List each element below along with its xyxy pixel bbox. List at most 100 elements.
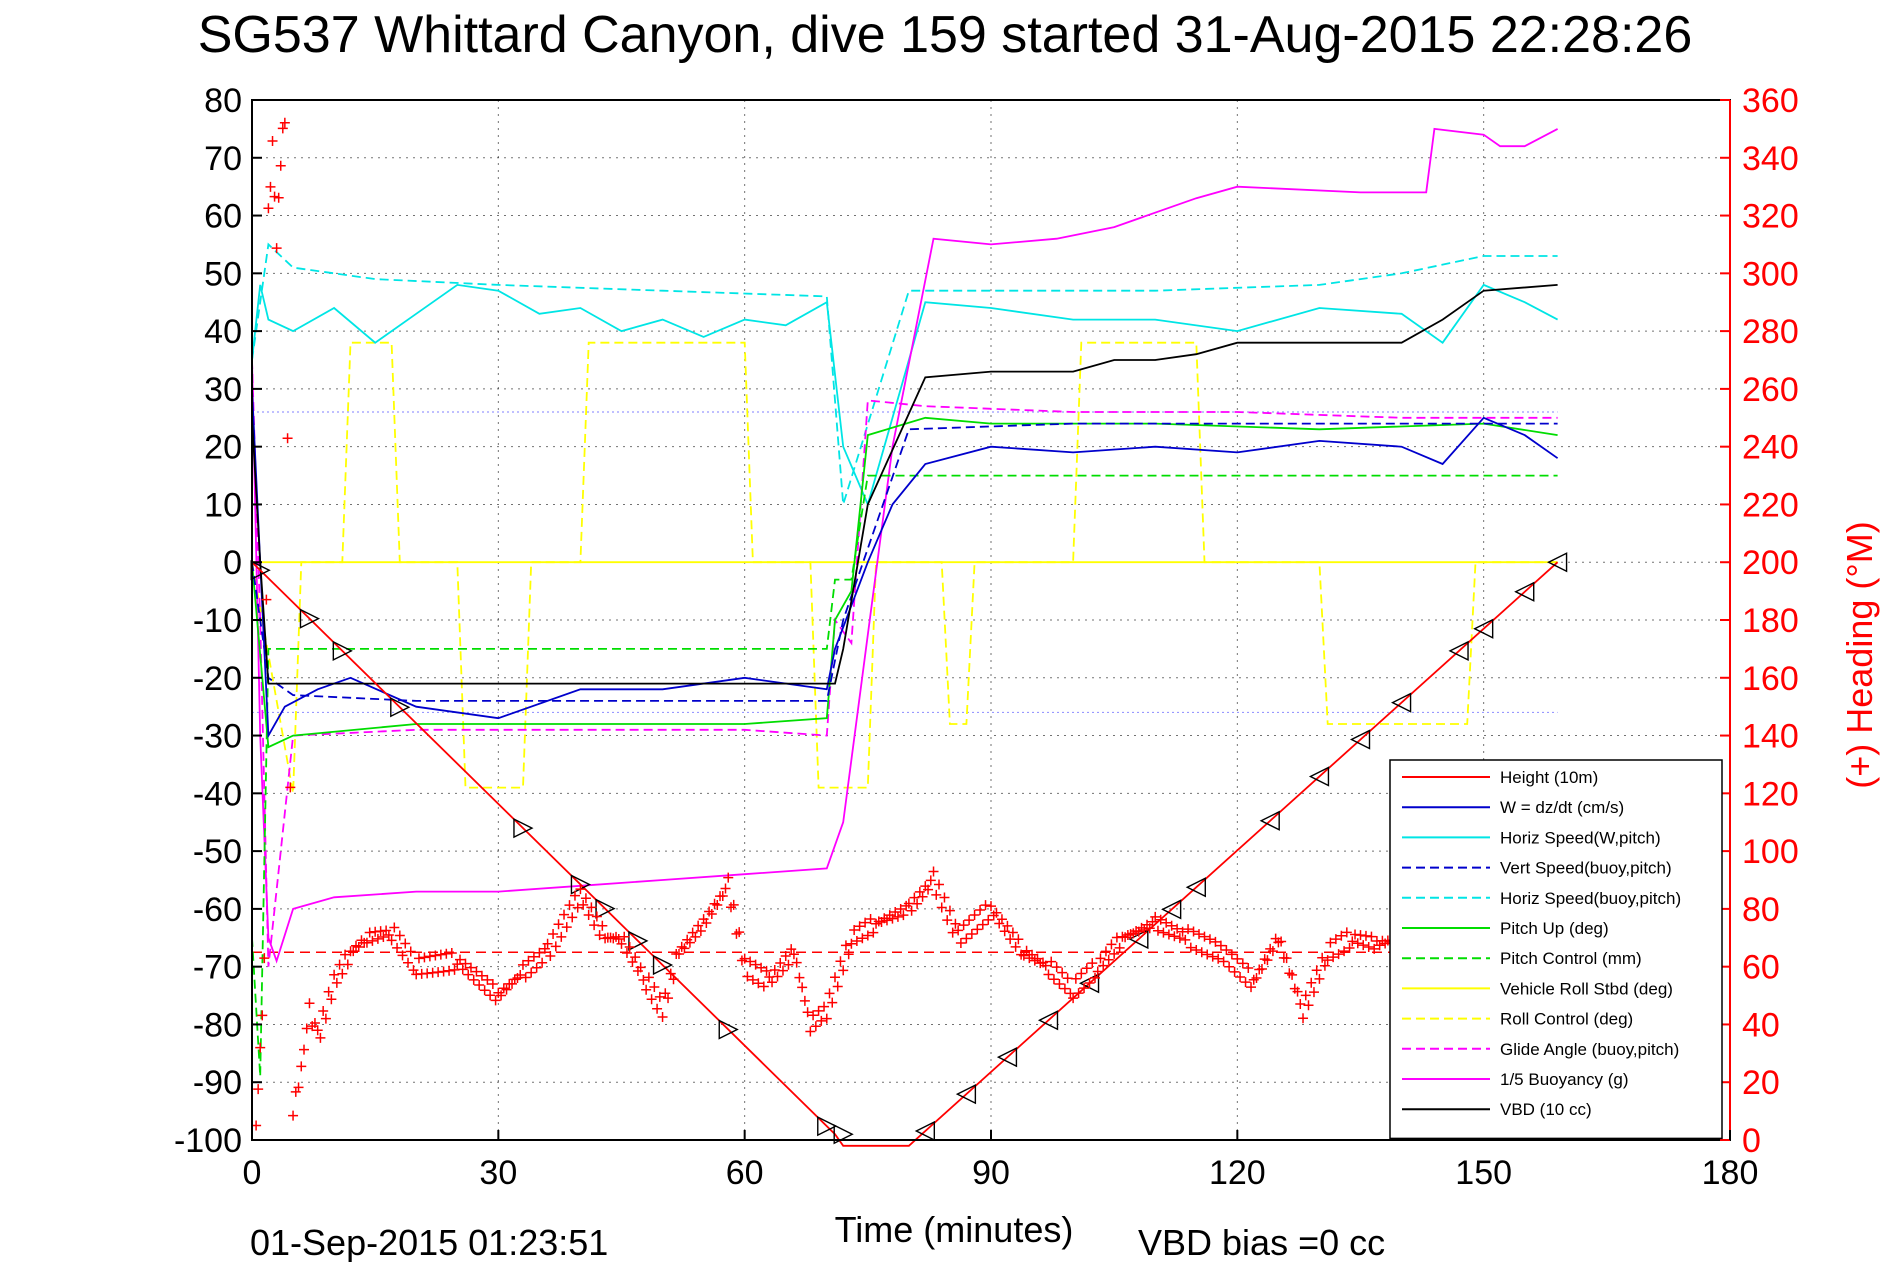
heading-marker — [849, 924, 860, 935]
y-tick-label: -80 — [193, 1006, 242, 1044]
heading-marker — [1076, 968, 1087, 979]
heading-marker — [695, 926, 706, 937]
heading-marker — [772, 971, 783, 982]
heading-marker — [1262, 955, 1273, 966]
heading-marker — [942, 915, 953, 926]
heading-marker — [646, 994, 657, 1005]
heading-marker — [288, 1110, 299, 1121]
heading-marker — [638, 975, 649, 986]
x-tick-label: 180 — [1702, 1154, 1759, 1192]
heading-marker — [545, 950, 556, 961]
heading-marker — [320, 1013, 331, 1024]
heading-marker — [736, 955, 747, 966]
heading-marker — [1051, 962, 1062, 973]
heading-marker — [1043, 969, 1054, 980]
ascent-marker — [1185, 877, 1206, 898]
series-3 — [251, 422, 1558, 702]
heading-marker — [520, 972, 531, 983]
heading-marker — [747, 974, 758, 985]
series-4 — [251, 242, 1558, 505]
series-10 — [251, 127, 1559, 964]
heading-marker — [810, 1021, 821, 1032]
heading-marker — [583, 909, 594, 920]
heading-marker — [1267, 946, 1278, 957]
legend: Height (10m) W = dz/dt (cm/s) Horiz Speed(… — [1389, 759, 1723, 1140]
legend-entry: 1/5 Buoyancy (g) — [1500, 1070, 1629, 1089]
ascent-marker — [1390, 692, 1412, 713]
heading-marker — [356, 935, 367, 946]
heading-marker — [490, 995, 501, 1006]
heading-marker — [958, 920, 969, 931]
heading-marker — [1199, 931, 1210, 942]
heading-marker — [794, 972, 805, 983]
heading-marker — [1341, 927, 1352, 938]
heading-marker — [690, 931, 701, 942]
heading-marker — [829, 972, 840, 983]
heading-marker — [827, 997, 838, 1008]
heading-marker — [925, 875, 936, 886]
heading-marker — [304, 998, 315, 1009]
heading-marker — [1188, 926, 1199, 937]
y-tick-label: 30 — [204, 371, 242, 409]
y-tick-label: 60 — [204, 198, 242, 236]
heading-marker — [285, 782, 296, 793]
heading-marker — [548, 928, 559, 939]
heading-marker — [1287, 969, 1298, 980]
heading-marker — [1161, 917, 1172, 928]
right-tick-label: 0 — [1742, 1122, 1761, 1160]
y-tick-label: 0 — [223, 544, 242, 582]
heading-marker — [1191, 944, 1202, 955]
heading-marker — [840, 940, 851, 951]
right-tick-label: 80 — [1742, 891, 1780, 929]
heading-marker — [630, 952, 641, 963]
heading-marker — [550, 941, 561, 952]
heading-marker — [739, 953, 750, 964]
right-tick-label: 160 — [1742, 660, 1799, 698]
heading-marker — [361, 937, 372, 948]
heading-marker — [389, 922, 400, 933]
heading-marker — [1210, 936, 1221, 947]
heading-marker — [537, 957, 548, 968]
heading-marker — [567, 912, 578, 923]
right-tick-label: 280 — [1742, 313, 1799, 351]
descent-marker — [595, 898, 616, 919]
legend-entry: Vehicle Roll Stbd (deg) — [1500, 979, 1673, 998]
heading-marker — [419, 952, 430, 963]
heading-marker — [575, 884, 586, 895]
right-tick-label: 220 — [1742, 486, 1799, 524]
heading-marker — [337, 968, 348, 979]
heading-marker — [413, 953, 424, 964]
heading-marker — [594, 930, 605, 941]
heading-marker — [953, 925, 964, 936]
legend-entry: Roll Control (deg) — [1500, 1010, 1633, 1029]
heading-marker — [1177, 926, 1188, 937]
heading-marker — [734, 927, 745, 938]
heading-marker — [947, 927, 958, 938]
heading-marker — [1070, 973, 1081, 984]
heading-marker — [775, 958, 786, 969]
heading-marker — [1196, 947, 1207, 958]
ascent-marker — [1308, 766, 1330, 787]
heading-marker — [1163, 929, 1174, 940]
right-tick-label: 360 — [1742, 82, 1799, 120]
right-tick-label: 300 — [1742, 255, 1799, 293]
heading-marker — [819, 1001, 830, 1012]
heading-marker — [788, 949, 799, 960]
heading-marker — [1081, 963, 1092, 974]
heading-marker — [731, 928, 742, 939]
heading-marker — [1202, 949, 1213, 960]
heading-marker — [701, 918, 712, 929]
heading-marker — [465, 962, 476, 973]
heading-marker — [750, 959, 761, 970]
heading-marker — [649, 982, 660, 993]
heading-marker — [720, 883, 731, 894]
heading-marker — [1166, 920, 1177, 931]
heading-marker — [580, 893, 591, 904]
heading-marker — [460, 958, 471, 969]
y-tick-label: -50 — [193, 833, 242, 871]
y-tick-label: 50 — [204, 255, 242, 293]
x-tick-label: 60 — [726, 1154, 764, 1192]
heading-marker — [797, 982, 808, 993]
heading-marker — [783, 959, 794, 970]
heading-marker — [887, 913, 898, 924]
